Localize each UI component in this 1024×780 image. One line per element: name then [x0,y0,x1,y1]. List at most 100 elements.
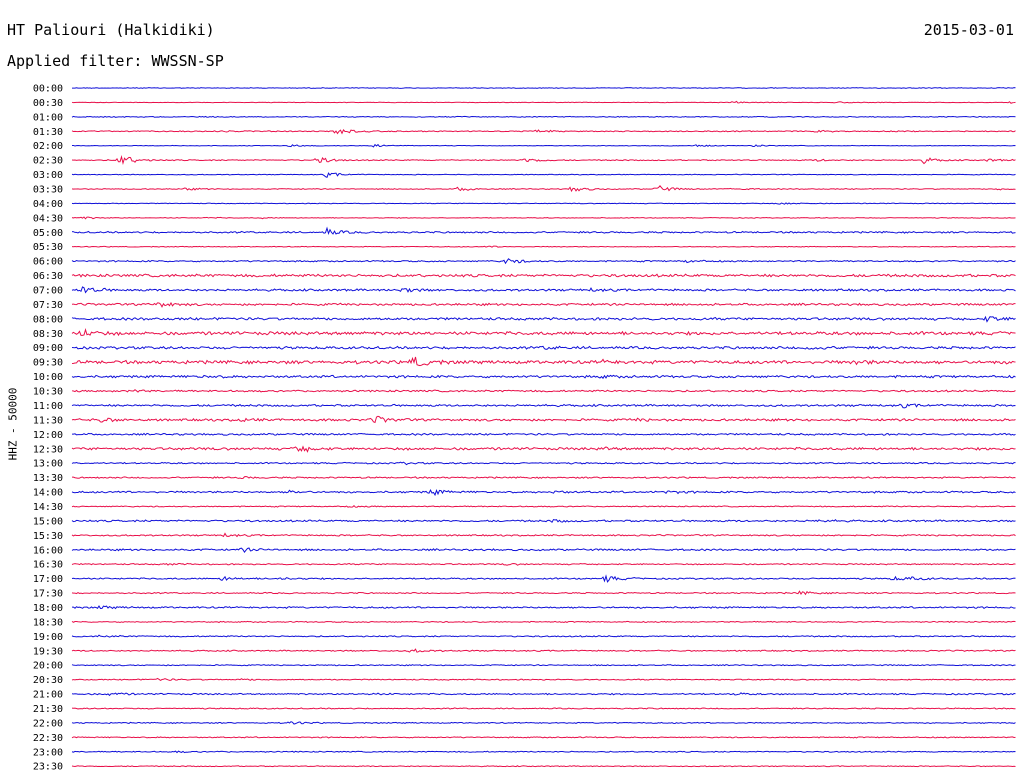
time-label-0330: 03:30 [33,185,63,196]
time-label-0230: 02:30 [33,156,63,167]
time-label-1800: 18:00 [33,603,63,614]
time-label-0900: 09:00 [33,343,63,354]
time-label-1200: 12:00 [33,430,63,441]
time-label-0830: 08:30 [33,329,63,340]
trace-2330 [71,765,1016,768]
trace-1130 [71,415,1016,424]
trace-1930 [71,648,1016,653]
trace-1700 [71,574,1016,583]
time-label-1330: 13:30 [33,473,63,484]
time-label-0930: 09:30 [33,358,63,369]
time-label-1730: 17:30 [33,589,63,600]
trace-1030 [71,389,1016,393]
trace-1500 [71,518,1016,524]
time-label-2130: 21:30 [33,704,63,715]
trace-0830 [71,327,1016,337]
trace-0330 [71,184,1016,193]
time-label-1400: 14:00 [33,488,63,499]
time-label-0130: 01:30 [33,127,63,138]
trace-0730 [71,301,1016,308]
trace-0230 [71,155,1016,166]
trace-1000 [71,374,1016,380]
trace-1900 [71,634,1016,638]
time-label-0630: 06:30 [33,271,63,282]
time-label-1930: 19:30 [33,646,63,657]
trace-0030 [71,100,1016,104]
time-label-0500: 05:00 [33,228,63,239]
trace-1630 [71,562,1016,566]
trace-0000 [71,87,1016,89]
time-label-0800: 08:00 [33,314,63,325]
trace-0430 [71,216,1016,220]
trace-0500 [71,226,1016,236]
time-label-1430: 14:30 [33,502,63,513]
trace-0800 [71,315,1016,323]
time-label-2200: 22:00 [33,718,63,729]
trace-0300 [71,172,1016,178]
time-label-1030: 10:30 [33,387,63,398]
trace-0100 [71,115,1016,118]
time-label-2230: 22:30 [33,733,63,744]
time-label-1100: 11:00 [33,401,63,412]
time-label-0300: 03:00 [33,170,63,181]
time-label-2330: 23:30 [33,762,63,773]
trace-0930 [71,356,1016,367]
trace-2300 [71,750,1016,754]
time-label-0030: 00:30 [33,98,63,109]
time-label-0000: 00:00 [33,84,63,95]
trace-1800 [71,605,1016,610]
time-label-0600: 06:00 [33,257,63,268]
trace-0700 [71,286,1016,294]
time-label-0200: 02:00 [33,141,63,152]
trace-2230 [71,736,1016,739]
trace-0600 [71,258,1016,265]
trace-1300 [71,461,1016,466]
trace-0400 [71,202,1016,205]
time-label-1500: 15:00 [33,516,63,527]
time-label-2000: 20:00 [33,661,63,672]
trace-0630 [71,273,1016,278]
time-label-2300: 23:00 [33,747,63,758]
trace-2200 [71,721,1016,725]
time-label-0100: 01:00 [33,112,63,123]
record-date: 2015-03-01 [923,21,1014,39]
trace-2130 [71,707,1016,710]
time-label-1700: 17:00 [33,574,63,585]
trace-2100 [71,692,1016,697]
time-label-1000: 10:00 [33,372,63,383]
trace-0200 [71,143,1016,148]
time-label-0400: 04:00 [33,199,63,210]
time-label-0530: 05:30 [33,242,63,253]
trace-1200 [71,432,1016,436]
time-label-1600: 16:00 [33,545,63,556]
time-label-1900: 19:00 [33,632,63,643]
time-label-1230: 12:30 [33,444,63,455]
time-label-1300: 13:00 [33,459,63,470]
trace-2030 [71,677,1016,682]
time-label-2030: 20:30 [33,675,63,686]
trace-2000 [71,664,1016,667]
trace-1100 [71,403,1016,409]
time-label-0700: 07:00 [33,286,63,297]
trace-1430 [71,505,1016,508]
trace-0900 [71,345,1016,350]
time-label-2100: 21:00 [33,690,63,701]
time-label-1130: 11:30 [33,415,63,426]
time-label-0430: 04:30 [33,213,63,224]
trace-1730 [71,590,1016,596]
time-label-1830: 18:30 [33,617,63,628]
filter-label: Applied filter: WWSSN-SP [7,52,224,70]
time-label-0730: 07:30 [33,300,63,311]
trace-1600 [71,547,1016,553]
trace-0530 [71,245,1016,248]
trace-1330 [71,475,1016,480]
station-title: HT Paliouri (Halkidiki) [7,21,215,39]
time-label-1630: 16:30 [33,560,63,571]
time-tick-labels: 00:00 00:30 01:00 01:30 02:00 02:30 03:00 03:30… [33,84,63,773]
trace-0130 [71,129,1016,135]
trace-1530 [71,532,1016,538]
trace-1230 [71,445,1016,453]
trace-1830 [71,620,1016,624]
seismic-traces [71,87,1016,768]
